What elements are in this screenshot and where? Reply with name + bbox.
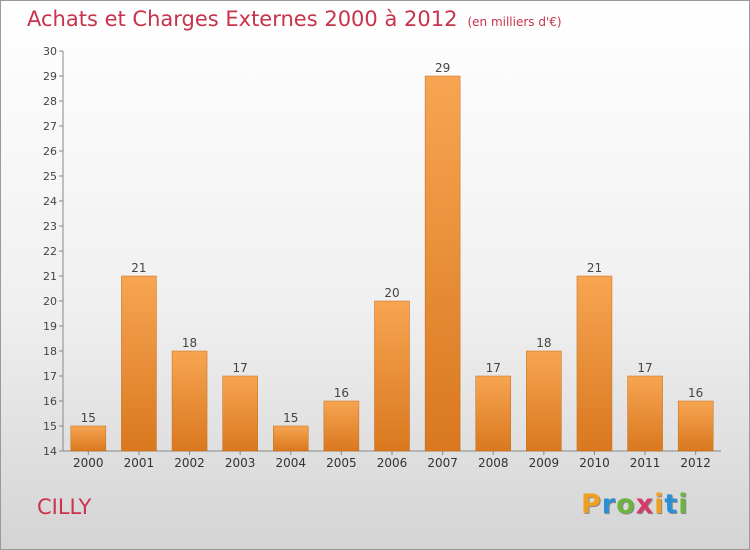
town-name: CILLY — [37, 495, 92, 519]
y-tick-label: 18 — [43, 345, 57, 358]
y-tick-label: 23 — [43, 220, 57, 233]
bar-2011 — [627, 375, 663, 452]
y-tick-label: 17 — [43, 370, 57, 383]
logo-letter: r — [601, 489, 617, 520]
bar-2010 — [576, 275, 613, 452]
value-label-2006: 20 — [384, 286, 399, 300]
logo-letter: x — [635, 489, 655, 520]
bar-2002 — [171, 350, 208, 452]
value-label-2003: 17 — [233, 361, 248, 375]
y-tick-label: 25 — [43, 170, 57, 183]
bar-2005 — [323, 400, 360, 452]
value-label-2005: 16 — [334, 386, 349, 400]
y-tick-label: 22 — [43, 245, 57, 258]
value-label-2007: 29 — [435, 61, 450, 75]
value-label-2009: 18 — [536, 336, 551, 350]
y-tick-label: 20 — [43, 295, 57, 308]
bar-2012 — [677, 400, 714, 452]
x-tick-label-2008: 2008 — [478, 456, 509, 470]
x-tick-label-2001: 2001 — [124, 456, 155, 470]
bar-2001 — [121, 275, 157, 452]
x-tick-label-2012: 2012 — [680, 456, 711, 470]
value-label-2000: 15 — [81, 411, 96, 425]
x-tick-label-2010: 2010 — [579, 456, 610, 470]
y-tick-label: 14 — [43, 445, 57, 458]
bar-2006 — [374, 300, 410, 452]
title-text: Achats et Charges Externes 2000 à 2012 — [27, 7, 458, 31]
y-tick-label: 27 — [43, 120, 57, 133]
y-tick-label: 16 — [43, 395, 57, 408]
y-tick-label: 21 — [43, 270, 57, 283]
logo-letter: i — [654, 489, 665, 520]
x-tick-label-2005: 2005 — [326, 456, 357, 470]
value-label-2002: 18 — [182, 336, 197, 350]
x-tick-label-2009: 2009 — [529, 456, 560, 470]
y-tick-label: 24 — [43, 195, 57, 208]
proxiti-logo: Proxiti — [581, 489, 689, 520]
y-tick-label: 15 — [43, 420, 57, 433]
y-tick-label: 19 — [43, 320, 57, 333]
value-label-2008: 17 — [486, 361, 501, 375]
y-tick-label: 29 — [43, 70, 57, 83]
bar-2000 — [70, 425, 107, 452]
logo-letter: t — [664, 489, 679, 520]
unit-label: (en milliers d'€) — [467, 15, 562, 29]
bars — [70, 75, 714, 452]
x-tick-label-2002: 2002 — [174, 456, 205, 470]
x-tick-label-2011: 2011 — [630, 456, 661, 470]
bar-2009 — [526, 350, 562, 452]
axes: 14 15 16 17 18 19 20 21 22 23 24 25 26 27 28 29 30 — [43, 45, 721, 458]
y-tick-label: 26 — [43, 145, 57, 158]
bar-2007 — [424, 75, 461, 452]
x-tick-label-2000: 2000 — [73, 456, 104, 470]
chart-title: Achats et Charges Externes 2000 à 2012 (e… — [27, 7, 562, 31]
bar-2003 — [222, 375, 258, 452]
x-tick-label-2007: 2007 — [427, 456, 458, 470]
x-tick-label-2003: 2003 — [225, 456, 256, 470]
logo-letter: o — [616, 489, 636, 520]
x-tick-label-2004: 2004 — [275, 456, 306, 470]
logo-letter: i — [678, 489, 689, 520]
x-tick-label-2006: 2006 — [377, 456, 408, 470]
logo-letter: P — [581, 489, 602, 520]
bar-2008 — [475, 375, 511, 452]
value-label-2012: 16 — [688, 386, 703, 400]
value-label-2011: 17 — [637, 361, 652, 375]
labels: 15 2000 21 2001 18 2002 17 2003 15 2004 16 2005 20 20… — [73, 61, 711, 470]
value-label-2010: 21 — [587, 261, 602, 275]
bar-2004 — [273, 425, 309, 452]
value-label-2004: 15 — [283, 411, 298, 425]
value-label-2001: 21 — [131, 261, 146, 275]
y-tick-label: 30 — [43, 45, 57, 58]
y-tick-label: 28 — [43, 95, 57, 108]
